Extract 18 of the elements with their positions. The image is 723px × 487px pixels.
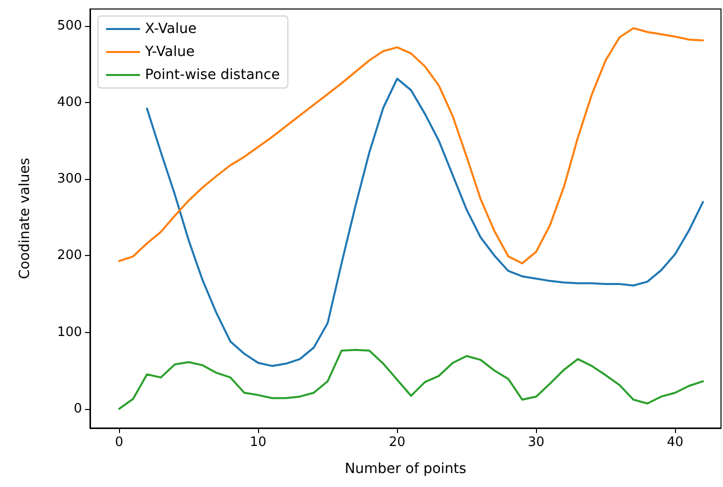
legend-label: X-Value	[145, 21, 197, 37]
x-axis-title: Number of points	[344, 461, 466, 477]
y-tick-label: 300	[57, 172, 82, 187]
y-tick-label: 500	[57, 18, 82, 34]
y-tick-label: 400	[57, 94, 82, 110]
line-series	[118, 348, 704, 410]
y-tick-label: 100	[57, 324, 82, 340]
line-series	[146, 78, 704, 367]
x-tick-label: 20	[388, 435, 406, 450]
x-tick-label: 40	[666, 435, 684, 450]
x-tick-label: 30	[528, 435, 544, 450]
y-tick-label: 0	[74, 401, 82, 416]
legend-label: Y-Value	[144, 44, 195, 60]
y-axis-title: Coodinate values	[17, 158, 33, 280]
x-tick-label: 10	[250, 435, 266, 450]
y-tick-label: 200	[57, 248, 82, 264]
legend-label: Point-wise distance	[145, 67, 280, 83]
x-tick-label: 0	[115, 435, 124, 450]
